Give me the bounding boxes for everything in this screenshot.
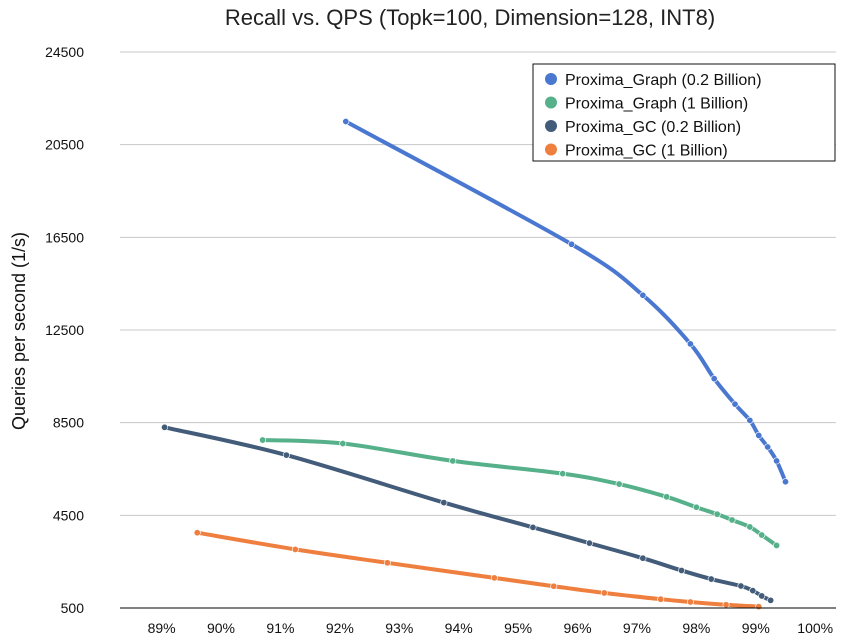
data-point [758, 592, 766, 600]
data-point [291, 545, 299, 553]
chart-title: Recall vs. QPS (Topk=100, Dimension=128,… [225, 5, 715, 30]
data-point [773, 541, 781, 549]
data-point [707, 575, 715, 583]
legend: Proxima_Graph (0.2 Billion) Proxima_Graph… [532, 63, 836, 162]
x-tick-label: 92% [326, 620, 354, 636]
data-point [339, 440, 347, 448]
legend-marker [545, 96, 557, 109]
data-point [781, 478, 789, 486]
data-point [193, 529, 201, 537]
data-point [440, 499, 448, 507]
data-point [600, 589, 608, 597]
y-tick-label: 12500 [45, 322, 84, 338]
legend-marker [545, 120, 557, 132]
data-point [449, 457, 457, 465]
data-point [764, 443, 772, 451]
legend-box [532, 63, 836, 162]
x-tick-label: 100% [797, 620, 833, 636]
y-tick-label: 20500 [45, 137, 84, 153]
x-tick-label: 93% [385, 620, 413, 636]
series-4 [193, 529, 763, 611]
data-point [490, 574, 498, 582]
data-point [342, 118, 350, 126]
series-2 [259, 436, 781, 549]
data-point [639, 291, 647, 299]
y-tick-label: 24500 [45, 44, 84, 60]
legend-label: Proxima_Graph (0.2 Billion) [565, 72, 762, 89]
x-tick-label: 90% [207, 620, 235, 636]
x-tick-label: 98% [682, 620, 710, 636]
data-point [550, 582, 558, 590]
legend-label: Proxima_Graph (1 Billion) [565, 96, 748, 113]
legend-marker [545, 143, 557, 156]
data-point [259, 436, 267, 444]
y-axis-title: Queries per second (1/s) [9, 232, 29, 430]
data-point [568, 240, 576, 248]
data-point [737, 582, 745, 590]
legend-label: Proxima_GC (1 Billion) [565, 143, 728, 160]
x-tick-label: 97% [623, 620, 651, 636]
data-point [686, 598, 694, 606]
x-tick-label: 96% [564, 620, 592, 636]
y-tick-label: 8500 [53, 415, 84, 431]
y-tick-label: 500 [61, 600, 85, 616]
data-point [615, 480, 623, 488]
data-point [657, 595, 665, 603]
data-point [731, 400, 739, 408]
x-tick-label: 94% [445, 620, 473, 636]
data-point [755, 603, 763, 611]
legend-marker [545, 73, 557, 85]
data-point [728, 516, 736, 524]
data-point [585, 539, 593, 547]
y-tick-label: 16500 [45, 229, 84, 245]
data-point [746, 416, 754, 424]
data-point [692, 503, 700, 511]
data-point [161, 423, 169, 431]
data-point [383, 559, 391, 567]
axis-ticks: 500 4500 8500 12500 16500 20500 24500 89% 90% 91%… [45, 44, 833, 636]
data-point [639, 554, 647, 562]
legend-label: Proxima_GC (0.2 Billion) [565, 119, 741, 136]
x-tick-label: 95% [504, 620, 532, 636]
data-point [710, 375, 718, 383]
series-lines [161, 118, 789, 611]
data-point [529, 523, 537, 531]
x-tick-label: 89% [148, 620, 176, 636]
x-tick-label: 91% [266, 620, 294, 636]
data-point [722, 601, 730, 609]
data-point [749, 587, 757, 595]
series-3 [161, 423, 775, 604]
data-point [773, 457, 781, 465]
data-point [282, 451, 290, 459]
data-point [758, 531, 766, 539]
series-1 [342, 118, 789, 486]
data-point [746, 523, 754, 531]
data-point [767, 596, 775, 604]
data-point [559, 470, 567, 478]
series-line [260, 438, 779, 548]
data-point [678, 566, 686, 574]
x-tick-label: 99% [742, 620, 770, 636]
data-point [755, 431, 763, 439]
data-point [713, 510, 721, 518]
y-tick-label: 4500 [53, 507, 84, 523]
series-line [343, 119, 788, 484]
data-point [663, 493, 671, 501]
data-point [686, 340, 694, 348]
